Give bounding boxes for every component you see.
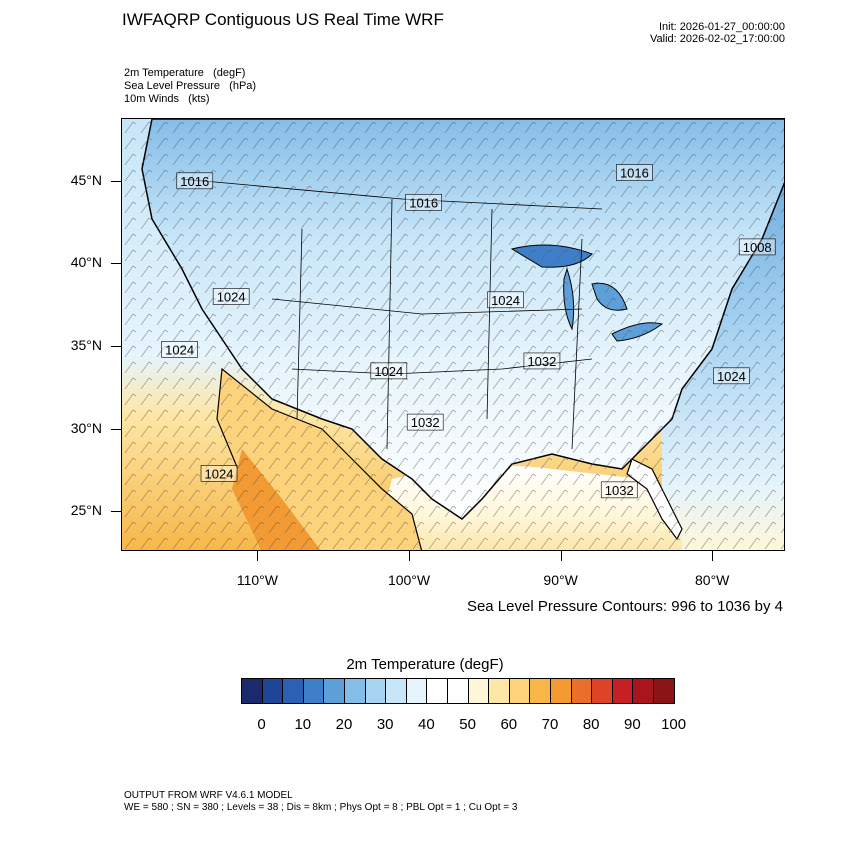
lon-tick bbox=[257, 551, 259, 561]
field-winds: 10m Winds (kts) bbox=[124, 93, 210, 105]
pressure-value: 1016 bbox=[180, 174, 209, 189]
lat-label: 40°N bbox=[70, 254, 102, 271]
pressure-label: 1032 bbox=[523, 352, 561, 370]
colorbar-label: 10 bbox=[294, 716, 312, 733]
pressure-value: 1024 bbox=[205, 466, 234, 481]
pressure-value: 1032 bbox=[605, 483, 634, 498]
pressure-label: 1016 bbox=[176, 172, 214, 190]
colorbar-swatch bbox=[406, 679, 428, 703]
state-borders bbox=[181, 178, 603, 450]
pressure-label: 1032 bbox=[406, 413, 444, 431]
colorbar-swatch bbox=[653, 679, 675, 703]
pressure-value: 1024 bbox=[165, 342, 194, 357]
colorbar-label: 100 bbox=[661, 716, 687, 733]
colorbar-label: 50 bbox=[459, 716, 476, 733]
colorbar-swatch bbox=[633, 679, 654, 703]
lat-label: 30°N bbox=[70, 419, 102, 436]
colorbar-swatch bbox=[365, 679, 387, 703]
pressure-label: 1008 bbox=[738, 238, 776, 256]
colorbar-label: 0 bbox=[257, 716, 266, 733]
pressure-value: 1024 bbox=[491, 293, 520, 308]
colorbar-title: 2m Temperature (degF) bbox=[346, 656, 504, 673]
field-pressure: Sea Level Pressure (hPa) bbox=[124, 80, 257, 92]
pressure-label: 1024 bbox=[212, 288, 250, 305]
lon-tick bbox=[560, 551, 562, 561]
colorbar-label: 40 bbox=[418, 716, 435, 733]
lat-tick bbox=[111, 511, 121, 513]
colorbar-swatch bbox=[427, 679, 448, 703]
colorbar bbox=[241, 678, 676, 704]
colorbar-swatch bbox=[386, 679, 407, 703]
colorbar-swatch bbox=[447, 679, 469, 703]
lon-label: 110°W bbox=[236, 572, 278, 588]
pressure-value: 1016 bbox=[620, 166, 649, 181]
chart-title: IWFAQRP Contiguous US Real Time WRF bbox=[122, 10, 444, 29]
pressure-label: 1024 bbox=[487, 291, 524, 309]
colorbar-swatch bbox=[530, 679, 551, 703]
pressure-label: 1032 bbox=[600, 481, 638, 499]
pressure-value: 1016 bbox=[409, 195, 438, 210]
field-temperature: 2m Temperature (degF) bbox=[124, 67, 246, 79]
pressure-value: 1024 bbox=[717, 369, 746, 384]
footer-model: OUTPUT FROM WRF V4.6.1 MODEL bbox=[124, 790, 293, 801]
colorbar-swatch bbox=[303, 679, 325, 703]
wind-barbs bbox=[122, 119, 784, 550]
colorbar-swatch bbox=[262, 679, 284, 703]
colorbar-swatch bbox=[324, 679, 345, 703]
pressure-label: 1016 bbox=[405, 193, 442, 211]
pressure-label: 1024 bbox=[713, 367, 750, 385]
pressure-value: 1032 bbox=[527, 354, 556, 369]
colorbar-swatch bbox=[571, 679, 593, 703]
colorbar-label: 20 bbox=[335, 716, 353, 733]
colorbar-swatch bbox=[489, 679, 510, 703]
lon-label: 90°W bbox=[543, 572, 578, 588]
lon-tick bbox=[409, 551, 411, 561]
pressure-label: 1024 bbox=[370, 362, 408, 380]
colorbar-swatch bbox=[242, 679, 263, 703]
pressure-value: 1024 bbox=[374, 364, 403, 379]
lon-label: 80°W bbox=[695, 572, 730, 588]
lon-tick bbox=[712, 551, 714, 561]
lat-tick bbox=[111, 346, 121, 348]
lon-label: 100°W bbox=[387, 572, 431, 588]
map-canvas: 1016 1016 1016 1008 1024 1024 1024 1024 1032 1024… bbox=[122, 119, 784, 550]
lat-label: 35°N bbox=[70, 337, 102, 354]
colorbar-swatch bbox=[550, 679, 572, 703]
colorbar-label: 60 bbox=[500, 716, 518, 733]
colorbar-swatch bbox=[344, 679, 366, 703]
colorbar-swatch bbox=[592, 679, 613, 703]
lat-tick bbox=[111, 428, 121, 430]
lat-label: 45°N bbox=[70, 171, 102, 188]
colorbar-swatch bbox=[612, 679, 634, 703]
contour-note: Sea Level Pressure Contours: 996 to 1036… bbox=[466, 598, 783, 615]
colorbar-swatch bbox=[509, 679, 531, 703]
valid-time: Valid: 2026-02-02_17:00:00 bbox=[650, 33, 785, 45]
colorbar-label: 80 bbox=[582, 716, 600, 733]
init-time: Init: 2026-01-27_00:00:00 bbox=[659, 21, 785, 33]
colorbar-label: 90 bbox=[624, 716, 641, 733]
colorbar-label: 30 bbox=[376, 716, 394, 733]
lat-tick bbox=[111, 180, 121, 182]
pressure-value: 1032 bbox=[411, 415, 440, 430]
pressure-label: 1024 bbox=[200, 465, 238, 482]
weather-map: 1016 1016 1016 1008 1024 1024 1024 1024 1032 1024… bbox=[121, 118, 785, 551]
pressure-value: 1024 bbox=[217, 289, 246, 304]
pressure-label: 1016 bbox=[616, 164, 653, 181]
colorbar-swatch bbox=[283, 679, 304, 703]
pressure-value: 1008 bbox=[743, 240, 772, 255]
pressure-label: 1024 bbox=[161, 341, 198, 358]
footer-config: WE = 580 ; SN = 380 ; Levels = 38 ; Dis … bbox=[124, 802, 518, 813]
colorbar-swatch bbox=[468, 679, 490, 703]
lat-label: 25°N bbox=[70, 502, 102, 519]
colorbar-label: 70 bbox=[541, 716, 559, 733]
lat-tick bbox=[111, 263, 121, 265]
